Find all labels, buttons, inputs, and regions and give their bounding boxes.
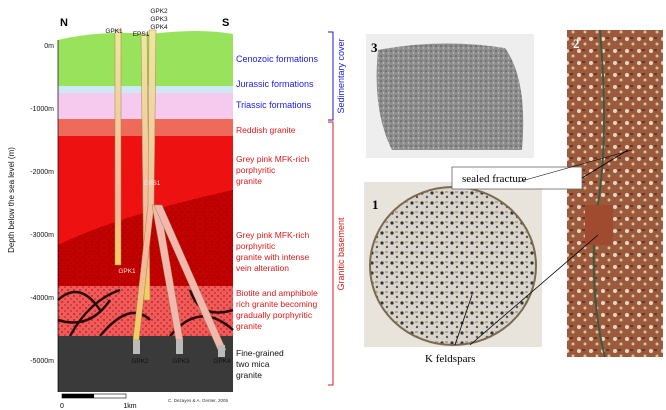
credit: C. Dezayes & A. Genter, 2005 (168, 398, 229, 403)
scale-bar-fill (62, 394, 94, 398)
formation-label: Fine-grained two mica granite (236, 348, 284, 380)
depth-tick: -1000m (30, 106, 54, 113)
depth-tick: -3000m (30, 232, 54, 239)
group-label: Granitic basement (336, 217, 346, 291)
label-line: two mica (236, 359, 270, 369)
depth-tick: -4000m (30, 295, 54, 302)
well-gpk2-foot (133, 340, 140, 354)
well-label: EPS1 (133, 31, 150, 38)
annotation: K feldspars (425, 353, 475, 365)
label-line: porphyritic (236, 241, 276, 251)
fine-granite-layer (58, 336, 233, 392)
south-label: S (222, 17, 229, 29)
photo1-core (369, 186, 537, 346)
formation-label: Grey pink MFK-rich porphyritic granite w… (236, 230, 310, 273)
well-label: GPK1 (118, 268, 136, 275)
well-label: GPK2 (131, 358, 149, 365)
label-line: Fine-grained (236, 348, 284, 358)
label-line: granite with intense (236, 252, 310, 262)
label-line: gradually porphyritic (236, 310, 313, 320)
scale-label: 1km (123, 403, 136, 410)
well-gpk3-foot (176, 340, 183, 354)
formation-label: Grey pink MFK-rich porphyritic granite (236, 154, 309, 186)
label-line: Grey pink MFK-rich (236, 230, 309, 240)
label-line: granite (236, 370, 262, 380)
well-label: EPS1 (144, 180, 161, 187)
formation-label: Biotite and amphibole rich granite becom… (236, 288, 318, 331)
annotation-arrow (517, 149, 633, 183)
label-line: Biotite and amphibole (236, 288, 318, 298)
label-line: vein alteration (236, 263, 289, 273)
well-label: GPK3 (150, 16, 168, 23)
photo3-rock (376, 43, 524, 150)
y-axis-label: Depth below the sea level (m) (7, 147, 16, 253)
photo-number: 1 (372, 197, 379, 212)
well-label: GPK1 (105, 28, 123, 35)
north-label: N (60, 17, 68, 29)
granitic-bracket (328, 121, 334, 386)
depth-tick: -2000m (30, 169, 54, 176)
scale-label: 0 (60, 403, 64, 410)
label-line: granite (236, 176, 262, 186)
sedimentary-bracket (328, 31, 334, 121)
annotation-arrow (469, 234, 599, 346)
annotation: sealed fracture (462, 173, 527, 185)
well-label: GPK2 (150, 8, 168, 15)
well-label: GPK4 (150, 24, 168, 31)
depth-tick: 0m (44, 43, 54, 50)
label-line: porphyritic (236, 165, 276, 175)
depth-tick: -5000m (30, 358, 54, 365)
formation-label: Triassic formations (236, 100, 312, 110)
well-label: GPK3 (172, 358, 190, 365)
label-line: granite (236, 321, 262, 331)
photo2-rock (567, 30, 663, 357)
annotation-arrow (581, 149, 629, 179)
well-gpk4 (153, 204, 227, 351)
label-line: rich granite becoming (236, 299, 318, 309)
formation-label: Reddish granite (236, 125, 296, 135)
well-label: GPK4 (213, 358, 231, 365)
photo-number: 3 (371, 40, 378, 55)
well-gpk4-foot (218, 345, 225, 357)
annotation-arrow (454, 294, 473, 346)
well-gpk1 (114, 29, 122, 266)
vein-network (57, 288, 234, 337)
label-line: Grey pink MFK-rich (236, 154, 309, 164)
group-label: Sedimentary cover (336, 38, 346, 113)
formation-label: Jurassic formations (236, 79, 314, 89)
formation-label: Cenozoic formations (236, 54, 319, 64)
photo2-feldspar (585, 205, 613, 245)
photo-number: 2 (573, 36, 580, 51)
